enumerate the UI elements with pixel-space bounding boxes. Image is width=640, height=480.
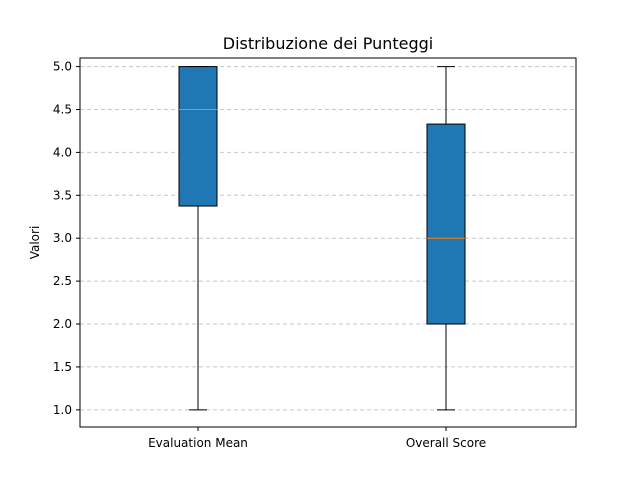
box-iqr	[178, 66, 218, 207]
plot-frame	[79, 57, 577, 428]
y-tick-label: 5.0	[53, 60, 72, 74]
grid-layer	[80, 66, 576, 411]
x-tick-label: Overall Score	[406, 436, 486, 450]
x-axis: Evaluation Mean Overall Score	[148, 427, 486, 450]
y-tick-label: 4.0	[53, 145, 72, 159]
y-tick-label: 3.0	[53, 231, 72, 245]
y-axis-label: Valori	[28, 226, 42, 260]
chart-title: Distribuzione dei Punteggi	[223, 34, 433, 53]
y-tick-label: 1.5	[53, 360, 72, 374]
box-layer	[178, 66, 466, 411]
y-tick-label: 1.0	[53, 403, 72, 417]
y-tick-label: 2.0	[53, 317, 72, 331]
y-tick-label: 2.5	[53, 274, 72, 288]
y-tick-label: 4.5	[53, 102, 72, 116]
box-iqr	[426, 123, 466, 325]
x-tick-label: Evaluation Mean	[148, 436, 248, 450]
y-axis: 1.0 1.5 2.0 2.5 3.0 3.5 4.0 4.5 5.0	[53, 60, 80, 417]
y-tick-label: 3.5	[53, 188, 72, 202]
